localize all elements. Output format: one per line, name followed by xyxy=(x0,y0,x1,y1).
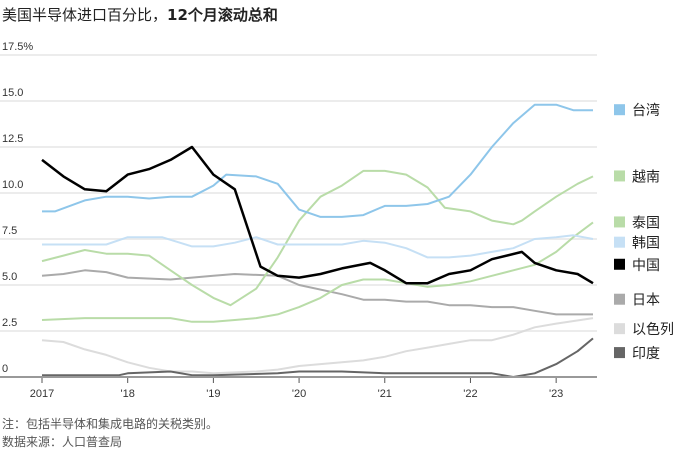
legend-swatch xyxy=(614,216,625,228)
series-line-7 xyxy=(42,337,594,378)
series-line-4 xyxy=(42,234,594,259)
legend-swatch xyxy=(614,347,625,359)
legend-label: 台湾 xyxy=(632,102,660,119)
footnote: 注：包括半导体和集成电路的关税类别。 xyxy=(2,417,219,431)
x-tick-label: '20 xyxy=(292,388,306,400)
source-note: 数据来源：人口普查局 xyxy=(2,435,123,449)
y-tick-label: 2.5 xyxy=(2,317,17,329)
x-tick-label: '21 xyxy=(378,388,392,400)
legend-label: 越南 xyxy=(632,169,660,185)
series-line-5 xyxy=(42,103,593,218)
series-line-2 xyxy=(41,221,594,323)
series-line-0 xyxy=(41,317,594,375)
series-line-3 xyxy=(41,169,594,307)
legend-label: 韩国 xyxy=(632,236,660,252)
legend-swatch xyxy=(614,258,625,270)
series-line-1 xyxy=(41,269,593,316)
x-tick-label: '22 xyxy=(463,388,477,400)
title-bold: 12个月滚动总和 xyxy=(167,6,278,24)
legend-swatch xyxy=(614,293,625,305)
legend-swatch xyxy=(614,170,625,182)
legend-label: 日本 xyxy=(632,293,660,309)
y-tick-label: 5.0 xyxy=(2,271,17,283)
y-tick-label: 0 xyxy=(2,363,8,375)
series-line-6 xyxy=(41,145,594,285)
y-tick-label: 12.5 xyxy=(2,133,23,145)
legend-label: 中国 xyxy=(632,258,660,274)
title-main: 美国半导体进口百分比， xyxy=(2,6,168,24)
chart-title: 美国半导体进口百分比，12个月滚动总和 xyxy=(2,4,278,25)
legend-swatch xyxy=(614,104,625,116)
x-tick-label: '18 xyxy=(121,388,135,400)
x-tick-label: 2017 xyxy=(30,388,54,400)
legend-label: 以色列 xyxy=(632,321,674,338)
chart-notes: 注：包括半导体和集成电路的关税类别。 数据来源：人口普查局 xyxy=(2,415,218,451)
legend-swatch xyxy=(614,236,625,248)
legend-label: 印度 xyxy=(632,346,660,362)
y-tick-label: 7.5 xyxy=(2,225,17,237)
x-tick-label: '19 xyxy=(206,388,220,400)
y-tick-label: 10.0 xyxy=(2,179,23,191)
legend-swatch xyxy=(614,323,625,335)
y-tick-label: 17.5% xyxy=(2,41,33,53)
x-tick-label: '23 xyxy=(549,388,563,400)
legend-label: 泰国 xyxy=(632,215,660,231)
y-tick-label: 15.0 xyxy=(2,87,23,99)
